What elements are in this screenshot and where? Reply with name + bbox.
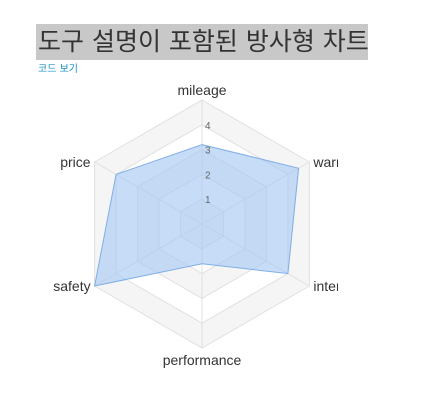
radar-axis-labels: mileage warranty interior performance sa… (53, 82, 338, 368)
tick-label-4: 4 (205, 121, 211, 132)
radar-ticks: 1 2 3 4 (205, 121, 211, 206)
axis-label-safety: safety (53, 278, 90, 294)
axis-label-interior: interior (313, 278, 338, 294)
tick-label-2: 2 (205, 170, 211, 181)
axis-label-price: price (60, 154, 91, 170)
series-area-0[interactable] (93, 144, 300, 287)
radar-series (93, 144, 300, 287)
page-title: 도구 설명이 포함된 방사형 차트 (36, 24, 368, 60)
tick-label-1: 1 (205, 195, 211, 206)
view-code-link[interactable]: 코드 보기 (38, 64, 78, 75)
axis-label-performance: performance (163, 352, 242, 368)
axis-label-mileage: mileage (177, 82, 226, 98)
radar-chart: 1 2 3 4 mileage warranty interior perfor… (53, 82, 338, 368)
axis-label-warranty: warranty (312, 154, 338, 170)
tick-label-3: 3 (205, 146, 211, 157)
radar-chart-frame: 1 2 3 4 mileage warranty interior perfor… (0, 76, 338, 406)
